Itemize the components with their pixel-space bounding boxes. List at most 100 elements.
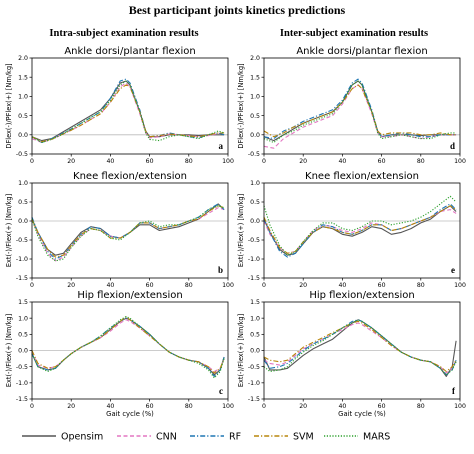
legend-label: Opensim [61,432,103,443]
panel-title: Ankle dorsi/plantar flexion [296,46,427,57]
legend-label: SVM [293,432,314,443]
panel-b: 0 20 40 60 80 100 -1.5 -1.0 -0.5 0.0 0.5 1.0 Knee fl… [5,171,234,289]
x-tick-label: 20 [67,282,75,289]
legend-label: CNN [156,432,177,443]
y-tick-label: 0.0 [18,132,28,139]
series-svm [31,205,225,258]
y-tick-label: 1.5 [18,74,28,81]
y-tick-label: 0.0 [250,218,260,225]
x-tick-label: 60 [378,158,386,165]
legend-item-cnn: CNN [117,432,177,443]
x-tick-label: 40 [106,403,114,410]
series-opensim [31,203,225,256]
series-mars [263,195,457,256]
series-svm [263,205,457,254]
x-tick-label: 80 [185,282,193,289]
series-mars [31,316,225,379]
panel-a: 0 20 40 60 80 100 -0.5 0.0 0.5 1.0 1.5 2.0 Ankle dor… [5,46,234,165]
plot-frame [31,182,229,279]
x-tick-label: 20 [67,403,75,410]
panel-d: 0 20 40 60 80 100 -0.5 0.0 0.5 1.0 1.5 2.0 Ankle dor… [237,46,466,165]
y-tick-label: -1.0 [248,256,260,263]
y-tick-label: 1.0 [18,94,28,101]
y-tick-label: 1.0 [18,315,28,322]
y-tick-label: 1.0 [250,180,260,187]
y-tick-label: -1.0 [16,256,28,263]
y-tick-label: 0.0 [18,218,28,225]
panel-letter: f [452,386,456,396]
x-tick-label: 60 [146,282,154,289]
column-title-inter: Inter-subject examination results [280,28,428,39]
series-cnn [263,84,457,149]
series-opensim [31,80,225,142]
plot-frame [31,57,229,155]
legend-item-rf: RF [190,432,241,443]
series-rf [263,203,457,258]
series-svm [31,84,225,143]
series-opensim [263,205,457,256]
x-tick-label: 0 [262,282,266,289]
y-tick-label: 0.5 [250,113,260,120]
x-tick-label: 80 [185,403,193,410]
x-tick-label: 80 [417,158,425,165]
series-mars [31,80,225,144]
x-tick-label: 100 [454,158,466,165]
y-tick-label: -0.5 [16,151,28,158]
panel-title: Knee flexion/extension [73,171,187,182]
y-tick-label: 0.5 [250,199,260,206]
series-cnn [31,319,225,373]
series-mars [263,319,457,376]
series-svm [263,84,457,138]
panels: 0 20 40 60 80 100 -0.5 0.0 0.5 1.0 1.5 2.0 Ankle dor… [5,46,466,418]
y-axis-label: Ext(-)/Flex(+) [Nm/kg] [237,314,245,387]
y-tick-label: -1.5 [16,275,28,282]
legend-item-mars: MARS [324,432,390,443]
y-tick-label: 0.5 [18,199,28,206]
series-svm [263,320,457,373]
y-axis-label: Ext(-)/Flex(+) [Nm/kg] [5,194,13,267]
x-tick-label: 40 [338,158,346,165]
x-tick-label: 60 [378,403,386,410]
x-tick-label: 60 [146,403,154,410]
panel-title: Knee flexion/extension [305,171,419,182]
y-tick-label: -0.5 [16,364,28,371]
x-tick-label: 20 [299,403,307,410]
x-tick-label: 40 [338,403,346,410]
series-opensim [263,319,457,377]
x-tick-label: 100 [222,403,234,410]
x-tick-label: 80 [417,403,425,410]
y-tick-label: -0.5 [248,151,260,158]
y-tick-label: -1.0 [16,380,28,387]
x-tick-label: 80 [185,158,193,165]
series-rf [263,319,457,376]
series-mars [263,80,457,144]
series-cnn [263,322,457,374]
y-tick-label: 0.0 [250,348,260,355]
x-tick-label: 60 [378,282,386,289]
y-tick-label: 1.0 [250,315,260,322]
legend-item-svm: SVM [254,432,314,443]
x-axis-label: Gait cycle (%) [106,410,154,418]
y-tick-label: 1.0 [250,94,260,101]
x-tick-label: 40 [338,282,346,289]
y-axis-label: Ext(-)/Flex(+) [Nm/kg] [237,194,245,267]
legend-item-opensim: Opensim [22,432,103,443]
x-tick-label: 0 [30,403,34,410]
y-tick-label: -1.5 [248,275,260,282]
panel-letter: c [219,386,223,396]
x-tick-label: 0 [30,282,34,289]
panel-e: 0 20 40 60 80 100 -1.5 -1.0 -0.5 0.0 0.5 1.0 Knee fl… [237,171,466,289]
y-tick-label: 1.0 [18,180,28,187]
y-tick-label: -0.5 [248,237,260,244]
series-opensim [31,317,225,376]
y-axis-label: DFlex(-)/PFlex(+) [Nm/kg] [5,63,13,148]
x-tick-label: 40 [106,282,114,289]
x-tick-label: 0 [262,158,266,165]
x-tick-label: 100 [454,403,466,410]
plot-frame [263,57,461,155]
y-tick-label: 0.0 [250,132,260,139]
panel-c: 0 20 40 60 80 100 -1.5 -1.0 -0.5 0.0 0.5 1.0 1.5 Hip … [5,290,234,418]
y-tick-label: -1.5 [16,396,28,403]
legend: Opensim CNN RF SVM MARS [22,432,390,443]
panel-letter: d [450,141,455,151]
